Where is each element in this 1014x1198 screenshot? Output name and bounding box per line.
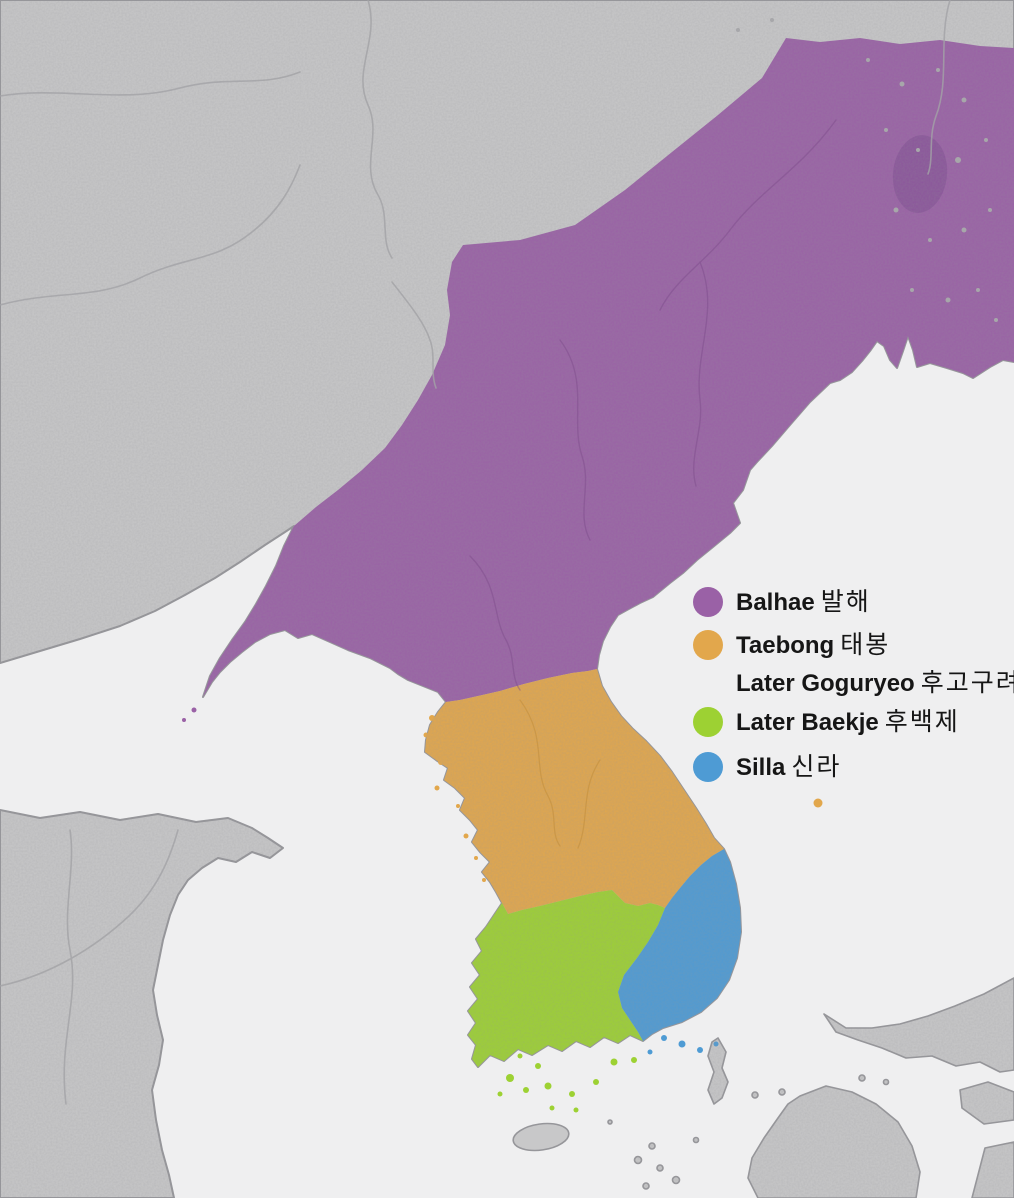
rivers-balhae	[469, 119, 837, 691]
island-ulleungdo	[813, 798, 823, 808]
rivers-taebong	[519, 699, 601, 849]
wetland-speckles	[736, 18, 998, 322]
islands-balhae	[182, 707, 197, 722]
island-jeju	[512, 1122, 570, 1152]
rivers-gray	[0, 0, 951, 1105]
